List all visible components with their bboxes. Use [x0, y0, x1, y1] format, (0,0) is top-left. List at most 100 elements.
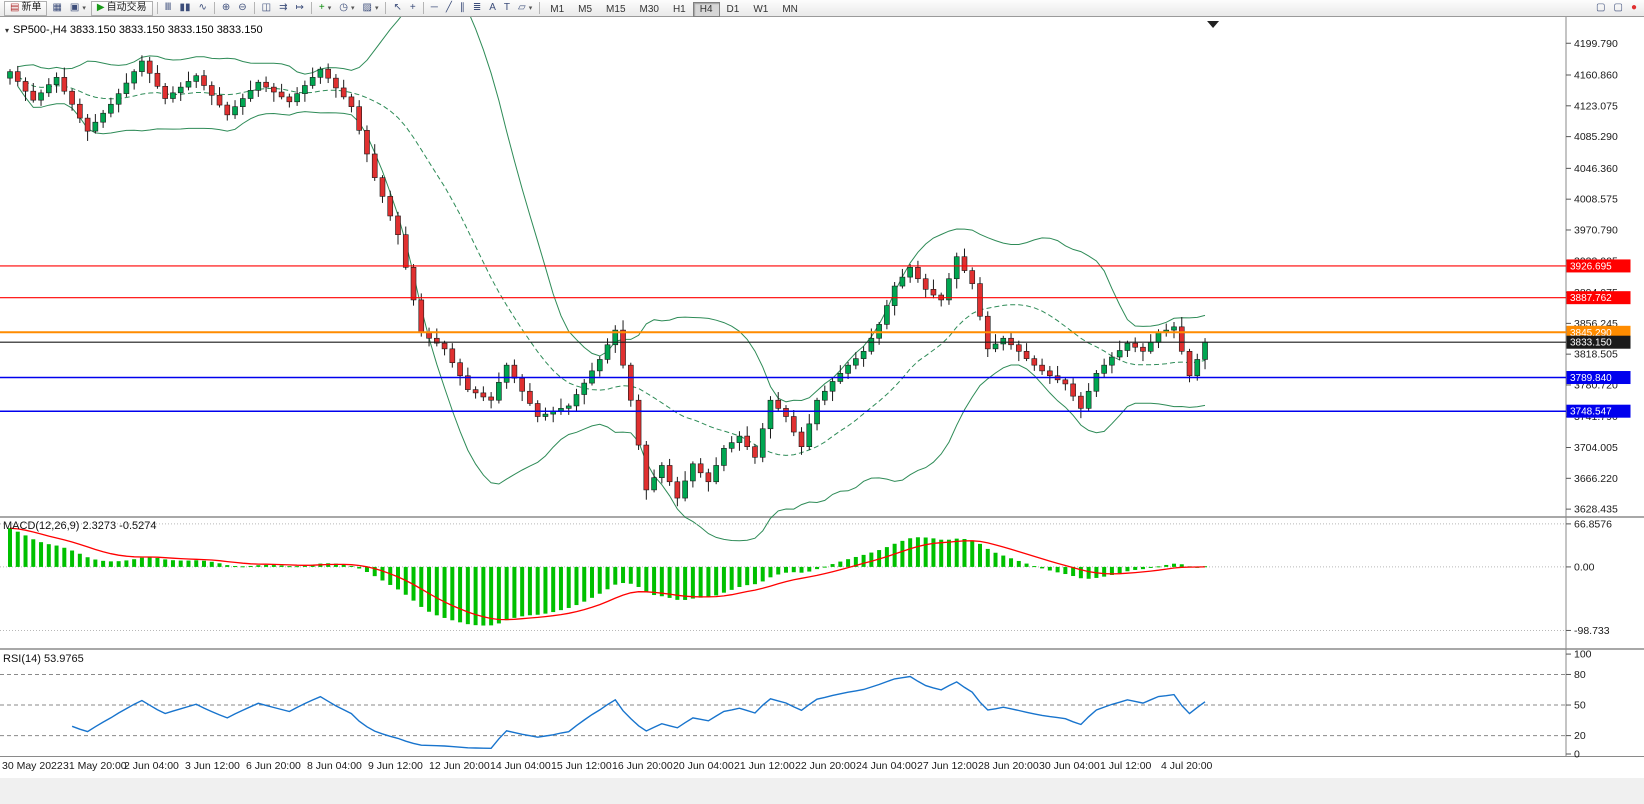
chart-candles-button[interactable]: ▮▮: [175, 1, 194, 16]
timeframe-h4-button[interactable]: H4: [692, 2, 720, 18]
timeframe-mn-button[interactable]: MN: [775, 2, 805, 17]
tile-windows-button[interactable]: ◫: [258, 1, 275, 16]
candle-down: [395, 215, 401, 236]
trendline-button[interactable]: ╱: [442, 1, 456, 16]
candle-up: [1147, 342, 1154, 352]
candle-down: [69, 90, 75, 105]
macd-histogram-bar: [714, 566, 719, 596]
macd-histogram-bar: [954, 538, 959, 567]
equidistant-channel-button[interactable]: ∥: [456, 1, 469, 16]
auto-scroll-button[interactable]: ⇉: [275, 1, 291, 16]
candle-down: [1178, 326, 1185, 352]
toolbar-separator: [385, 2, 387, 14]
macd-histogram-bar: [946, 539, 951, 567]
candle-up: [240, 98, 246, 107]
record-button[interactable]: ●: [1627, 1, 1641, 16]
macd-histogram-bar: [434, 566, 439, 616]
candle-down: [22, 81, 29, 92]
chart-line-button[interactable]: ∿: [195, 1, 211, 16]
candle-down: [216, 94, 223, 106]
toolbar-separator: [253, 2, 255, 14]
chart-window[interactable]: 4199.790 4160.860 4123.075 4085.290 4046.360…: [0, 17, 1644, 804]
chart-shift-button[interactable]: ↦: [292, 1, 308, 16]
time-axis-label: 22 Jun 20:00: [795, 760, 856, 772]
toolbar-separator: [310, 2, 312, 14]
candle-up: [115, 93, 122, 105]
bollinger-bands: [17, 17, 1206, 542]
timeframe-d1-button[interactable]: D1: [720, 2, 747, 17]
macd-histogram-bar: [799, 566, 804, 573]
macd-histogram-bar: [931, 538, 936, 567]
text-label-button[interactable]: T: [500, 1, 514, 16]
new-order-button[interactable]: ▤ 新单: [4, 0, 48, 16]
candle-down: [441, 342, 448, 350]
macd-histogram-bar: [644, 566, 649, 593]
price-axis[interactable]: 4199.790 4160.860 4123.075 4085.290 4046.360…: [1566, 38, 1631, 516]
timeframe-w1-button[interactable]: W1: [746, 2, 775, 17]
fibonacci-button[interactable]: ≣: [469, 1, 485, 16]
time-axis[interactable]: 30 May 2022 31 May 20:002 Jun 04:00 3 Jun …: [2, 760, 1213, 772]
bollinger-upper-line[interactable]: [17, 17, 1206, 403]
zoom-in-button[interactable]: ⊕: [218, 1, 234, 16]
timeframe-m15-button[interactable]: M15: [599, 2, 632, 17]
rsi-tick-label: 80: [1574, 669, 1586, 681]
timeframe-h1-button[interactable]: H1: [666, 2, 693, 17]
bollinger-middle-line[interactable]: [17, 76, 1206, 456]
chart-shift-marker-icon[interactable]: [1207, 21, 1220, 28]
candle-down: [930, 289, 937, 296]
toolbar-separator: [156, 2, 158, 14]
candle-up: [7, 71, 13, 79]
window-2-button[interactable]: ▢: [1610, 1, 1627, 16]
crosshair-button[interactable]: +: [406, 1, 420, 16]
indicators-button[interactable]: + ▾: [315, 1, 335, 16]
panel-separator[interactable]: [0, 648, 1644, 650]
bollinger-lower-line[interactable]: [17, 86, 1206, 542]
macd-histogram-bar: [1117, 566, 1122, 574]
candle-up: [232, 106, 238, 116]
macd-histogram-bar: [551, 566, 556, 613]
timeframe-m30-button[interactable]: M30: [633, 2, 666, 17]
candle-up: [651, 477, 657, 491]
macd-histogram-bar: [163, 559, 168, 567]
macd-histogram-bar: [101, 560, 106, 567]
macd-signal-line: [9, 527, 1206, 621]
macd-histogram-bar: [737, 566, 742, 587]
chart-plot-svg[interactable]: 4199.790 4160.860 4123.075 4085.290 4046.360…: [0, 17, 1644, 804]
dropdown-arrow-icon: ▾: [327, 4, 332, 12]
horizontal-line-button[interactable]: ─: [427, 1, 442, 16]
new-chart-button[interactable]: ▦: [48, 1, 65, 16]
time-axis-label: 30 Jun 04:00: [1039, 760, 1100, 772]
panel-separator[interactable]: [0, 516, 1644, 518]
macd-histogram-bar: [582, 566, 587, 602]
macd-histogram-bar: [574, 566, 579, 606]
candle-down: [146, 60, 153, 74]
toolbar-separator: [539, 2, 541, 14]
periods-button[interactable]: ◷ ▾: [335, 1, 358, 16]
macd-histogram-bar: [194, 560, 199, 567]
templates-button[interactable]: ▨ ▾: [359, 1, 383, 16]
macd-histogram-bar: [1009, 558, 1014, 567]
rsi-panel[interactable]: 100 80 50 20 0: [0, 649, 1592, 761]
window-button[interactable]: ▢: [1592, 1, 1609, 16]
cursor-button[interactable]: ↖: [389, 1, 405, 16]
current-price-badge: 3833.150: [1566, 335, 1631, 349]
text-button[interactable]: A: [485, 1, 500, 16]
macd-histogram-bar: [597, 566, 602, 594]
candle-up: [581, 382, 588, 395]
candle-down: [410, 267, 417, 301]
macd-panel[interactable]: 66.8576 0.00 -98.733: [0, 518, 1612, 637]
zoom-out-button[interactable]: ⊖: [234, 1, 250, 16]
profiles-button[interactable]: ▣ ▾: [66, 1, 90, 16]
timeframe-m5-button[interactable]: M5: [571, 2, 599, 17]
candles-layer[interactable]: [7, 55, 1208, 507]
chart-bars-button[interactable]: Ⅲ: [161, 1, 176, 16]
macd-histogram-bar: [815, 566, 820, 570]
candle-down: [387, 196, 394, 217]
macd-histogram-bar: [1001, 555, 1006, 567]
timeframe-m1-button[interactable]: M1: [543, 2, 571, 17]
rsi-line: [71, 675, 1206, 750]
arrows-button[interactable]: ▱ ▾: [514, 1, 536, 16]
candle-up: [503, 364, 510, 383]
macd-histogram-bar: [1078, 566, 1083, 579]
auto-trading-button[interactable]: ▶ 自动交易: [90, 0, 153, 16]
